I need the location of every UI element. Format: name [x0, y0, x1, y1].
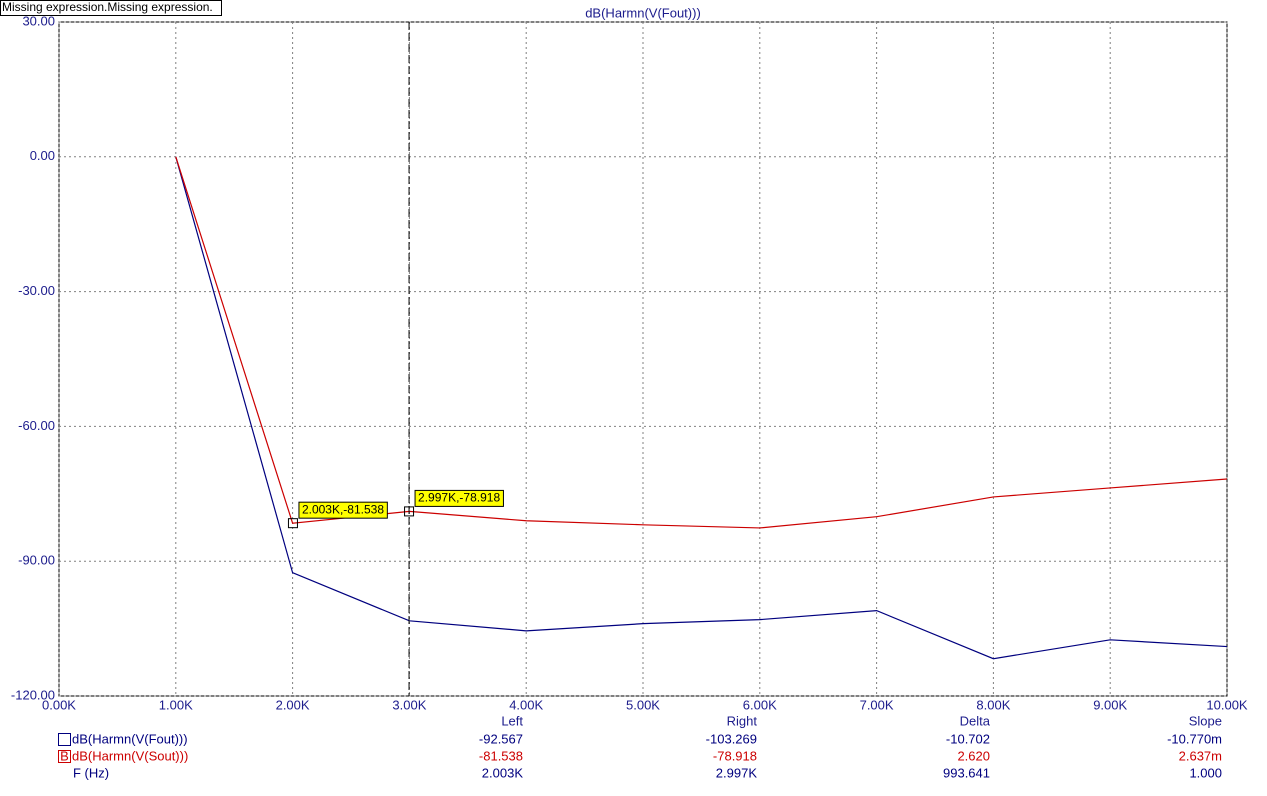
table-cell: -81.538: [479, 748, 523, 763]
table-cell: 2.637m: [1179, 748, 1222, 763]
cursor-label: 2.997K,-78.918: [418, 491, 500, 505]
y-tick-label: -120.00: [11, 687, 55, 702]
table-cell: 1.000: [1189, 765, 1222, 780]
x-tick-label: 4.00K: [509, 697, 543, 712]
table-cell: -10.770m: [1167, 731, 1222, 746]
legend-marker: [58, 750, 71, 763]
legend-marker-letter: B: [60, 748, 69, 763]
x-tick-label: 7.00K: [860, 697, 894, 712]
table-header: Slope: [1189, 713, 1222, 728]
table-cell: 2.003K: [482, 765, 524, 780]
x-tick-label: 0.00K: [42, 697, 76, 712]
table-header: Left: [501, 713, 523, 728]
series-line: [175, 156, 1228, 660]
cursor-marker: [287, 518, 298, 529]
legend-marker: [58, 733, 71, 746]
cursor-label-box: [298, 501, 388, 519]
banner: Missing expression.Missing expression.: [2, 0, 213, 14]
x-tick-label: 10.00K: [1206, 697, 1248, 712]
table-cell: -78.918: [713, 748, 757, 763]
table-cell: -10.702: [946, 731, 990, 746]
cursor-label: 2.003K,-81.538: [302, 502, 384, 516]
x-tick-label: 5.00K: [626, 697, 660, 712]
table-cell: -92.567: [479, 731, 523, 746]
table-cell: 2.620: [957, 748, 990, 763]
x-tick-label: 3.00K: [392, 697, 426, 712]
cursor-label-box: [414, 489, 504, 507]
table-header: Delta: [960, 713, 991, 728]
y-tick-label: -30.00: [18, 283, 55, 298]
y-tick-label: -90.00: [18, 553, 55, 568]
legend-label: dB(Harmn(V(Sout))): [72, 748, 188, 763]
table-cell: 993.641: [943, 765, 990, 780]
x-tick-label: 2.00K: [276, 697, 310, 712]
banner-box: [0, 0, 222, 16]
table-cell: 2.997K: [716, 765, 758, 780]
x-tick-label: 1.00K: [159, 697, 193, 712]
x-axis-label: F (Hz): [73, 765, 109, 780]
chart-title: dB(Harmn(V(Fout))): [585, 5, 701, 20]
table-cell: -103.269: [706, 731, 757, 746]
x-tick-label: 6.00K: [743, 697, 777, 712]
y-tick-label: 0.00: [30, 148, 55, 163]
series-line: [175, 156, 1228, 529]
x-tick-label: 9.00K: [1093, 697, 1127, 712]
y-tick-label: 30.00: [22, 13, 55, 28]
legend-label: dB(Harmn(V(Fout))): [72, 731, 188, 746]
x-tick-label: 8.00K: [976, 697, 1010, 712]
table-header: Right: [727, 713, 758, 728]
y-tick-label: -60.00: [18, 418, 55, 433]
cursor-marker: [404, 506, 415, 517]
